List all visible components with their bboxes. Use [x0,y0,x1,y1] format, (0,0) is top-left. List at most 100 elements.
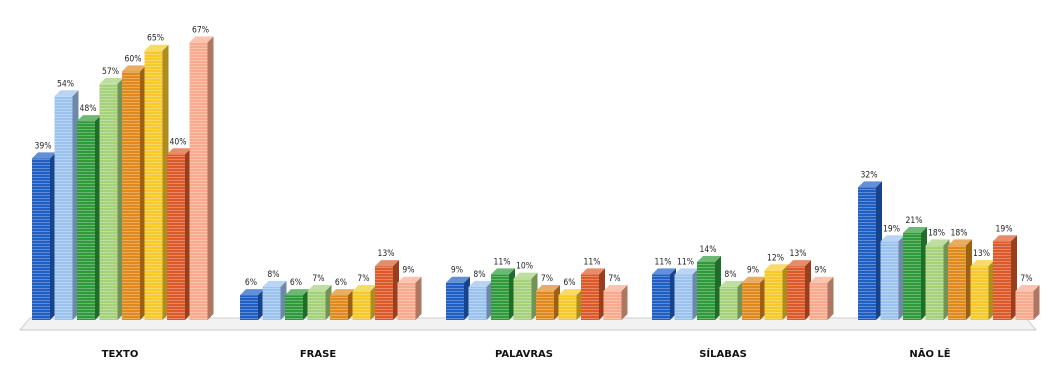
bar-top [925,239,950,246]
bar [719,280,744,320]
bar-top [536,285,560,291]
category-label: FRASE [300,349,336,360]
bar-top [652,268,676,275]
bar-texture [674,274,693,320]
bar-texture [993,241,1011,320]
bar [54,90,79,321]
bar [1015,285,1040,320]
bar [262,280,287,320]
bar-top [880,235,905,242]
bars-layer [32,36,1040,321]
bar-texture [446,282,464,320]
bar-texture [787,266,805,320]
data-label: 57% [102,67,119,77]
bar-top [397,276,422,283]
bar-top [603,285,628,291]
bar [446,276,470,320]
bar [285,289,309,320]
bar [652,268,676,320]
bar [32,152,56,320]
bar [697,256,721,320]
bar-top [697,256,721,262]
data-label: 8% [473,270,485,280]
bar-top [513,272,538,279]
bar-texture [1015,291,1034,320]
bar-texture [719,286,738,320]
bar-texture [742,282,760,320]
bar-texture [77,121,95,321]
data-label: 18% [928,228,945,238]
bar-texture [189,42,208,321]
bar-texture [764,270,783,320]
data-label: 19% [883,224,900,234]
category-labels-layer: TEXTO FRASE PALAVRAS SÍLABAS NÃO LÊ [102,347,951,360]
bar-top [993,235,1017,242]
data-label: 6% [335,278,347,288]
bar-texture [240,295,258,320]
bar-texture [397,282,416,320]
bar-side [415,276,422,320]
bar [397,276,422,320]
data-label: 13% [790,249,807,259]
bar [858,181,882,320]
bar-top [262,280,287,287]
data-label: 7% [1020,274,1032,284]
bar-texture [652,274,670,320]
bar [742,276,766,320]
data-label: 7% [541,274,553,284]
data-label: 9% [814,266,826,276]
data-label: 19% [996,224,1013,234]
bar [925,239,950,320]
bar-side [1033,285,1040,320]
bar-top [189,36,214,43]
bar-top [764,264,789,271]
bar [970,260,995,320]
bar-texture [99,83,118,320]
bar-texture [970,266,989,320]
data-label: 39% [35,141,52,151]
bar-top [77,115,101,122]
category-label: NÃO LÊ [909,347,950,360]
data-label: 6% [563,278,575,288]
bar [558,289,583,320]
bar-top [167,148,191,155]
bar-texture [903,233,921,320]
data-label: 6% [290,278,302,288]
data-label: 14% [700,245,717,255]
bar [903,227,927,320]
category-label: SÍLABAS [699,347,747,360]
bar-top [99,77,124,84]
bar-texture [536,291,554,320]
bar-texture [858,187,876,320]
bar [993,235,1017,320]
bar-texture [262,286,281,320]
data-label: 11% [584,257,601,267]
bar-side [207,36,214,321]
data-label: 9% [402,266,414,276]
bar-top [285,289,309,296]
bar-top [375,260,399,267]
bar-texture [352,291,371,320]
bar-top [446,276,470,283]
bar [948,239,972,320]
bar [880,235,905,320]
bar [352,285,377,320]
category-label: TEXTO [102,349,139,360]
data-label: 9% [451,266,463,276]
bar-top [674,268,699,275]
bar-texture [307,291,326,320]
bar-texture [32,158,50,320]
bar-texture [880,241,899,320]
bar-top [809,276,834,283]
bar-side [827,276,834,320]
bar [77,115,101,321]
bar-texture [122,71,140,320]
bar-texture [54,96,73,321]
bar [468,280,493,320]
data-label: 11% [655,257,672,267]
bar [581,268,605,320]
bar-top [787,260,811,267]
bar [189,36,214,321]
data-label: 6% [245,278,257,288]
